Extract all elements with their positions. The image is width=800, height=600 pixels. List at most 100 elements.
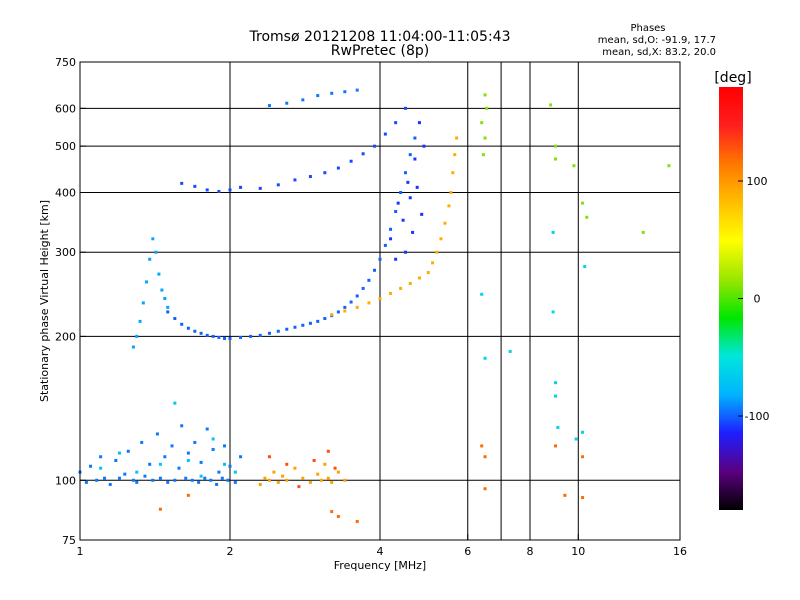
data-point <box>155 432 159 436</box>
colorbar-label: [deg] <box>714 70 751 86</box>
x-tick-label: 4 <box>377 545 384 558</box>
data-point <box>383 243 387 247</box>
data-point <box>323 316 327 320</box>
data-point <box>355 88 359 92</box>
data-point <box>553 381 557 385</box>
data-point <box>326 449 330 453</box>
data-point <box>258 186 262 190</box>
data-point <box>406 180 410 184</box>
data-point <box>170 444 174 448</box>
data-point <box>556 425 560 429</box>
data-point <box>403 106 407 110</box>
data-point <box>276 329 280 333</box>
data-point <box>114 458 118 462</box>
data-point <box>285 101 289 105</box>
data-point <box>367 278 371 282</box>
data-point <box>323 171 327 175</box>
data-point <box>417 276 421 280</box>
data-point <box>233 470 237 474</box>
data-point <box>449 190 453 194</box>
data-point <box>186 458 190 462</box>
data-point <box>349 159 353 163</box>
data-point <box>228 464 232 468</box>
data-point <box>394 210 398 214</box>
data-point <box>420 212 424 216</box>
data-point <box>435 250 439 254</box>
data-point <box>193 329 197 333</box>
data-point <box>158 462 162 466</box>
data-point <box>163 297 167 301</box>
data-point <box>145 280 149 284</box>
data-point <box>131 345 135 349</box>
data-point <box>223 444 227 448</box>
data-point <box>563 493 567 497</box>
data-point <box>431 261 435 265</box>
data-point <box>399 286 403 290</box>
data-point <box>330 480 334 484</box>
data-point <box>336 166 340 170</box>
data-point <box>583 265 587 269</box>
data-point <box>239 335 243 339</box>
data-point <box>667 164 671 168</box>
data-point <box>413 136 417 140</box>
data-point <box>581 496 585 500</box>
data-point <box>403 171 407 175</box>
data-point <box>148 462 152 466</box>
data-point <box>413 157 417 161</box>
data-point <box>180 181 184 185</box>
data-point <box>190 478 194 482</box>
data-point <box>361 152 365 156</box>
data-point <box>297 485 301 489</box>
data-point <box>574 437 578 441</box>
data-point <box>336 514 340 518</box>
data-point <box>308 321 312 325</box>
data-point <box>553 394 557 398</box>
data-point <box>301 476 305 480</box>
data-point <box>483 136 487 140</box>
data-point <box>581 201 585 205</box>
data-point <box>549 103 553 107</box>
data-point <box>173 316 177 320</box>
data-point <box>373 268 377 272</box>
data-point <box>211 334 215 338</box>
data-point <box>355 294 359 298</box>
data-point <box>263 476 267 480</box>
data-point <box>205 333 209 337</box>
data-point <box>343 90 347 94</box>
data-point <box>99 466 103 470</box>
data-point <box>485 106 489 110</box>
colorbar-tick-label: 100 <box>747 175 768 188</box>
data-point <box>205 427 209 431</box>
data-point <box>389 291 393 295</box>
data-point <box>199 331 203 335</box>
data-point <box>343 309 347 313</box>
data-point <box>166 305 170 309</box>
data-point <box>301 98 305 102</box>
data-point <box>323 462 327 466</box>
data-point <box>199 474 203 478</box>
data-point <box>411 230 415 234</box>
stats-line-x: mean, sd,X: 83.2, 20.0 <box>602 47 716 58</box>
data-point <box>336 470 340 474</box>
data-point <box>301 323 305 327</box>
data-point <box>330 510 334 514</box>
y-tick-label: 600 <box>55 102 76 115</box>
y-tick-label: 75 <box>62 534 76 547</box>
data-point <box>186 326 190 330</box>
data-point <box>233 480 237 484</box>
data-point <box>480 292 484 296</box>
data-point <box>343 305 347 309</box>
data-point <box>361 286 365 290</box>
data-point <box>480 121 484 125</box>
data-point <box>355 519 359 523</box>
y-tick-label: 100 <box>55 474 76 487</box>
data-point <box>355 305 359 309</box>
data-point <box>285 327 289 331</box>
data-point <box>396 201 400 205</box>
data-point <box>197 480 201 484</box>
data-point <box>173 478 177 482</box>
data-point <box>267 104 271 108</box>
data-point <box>158 476 162 480</box>
data-point <box>480 444 484 448</box>
data-point <box>158 507 162 511</box>
